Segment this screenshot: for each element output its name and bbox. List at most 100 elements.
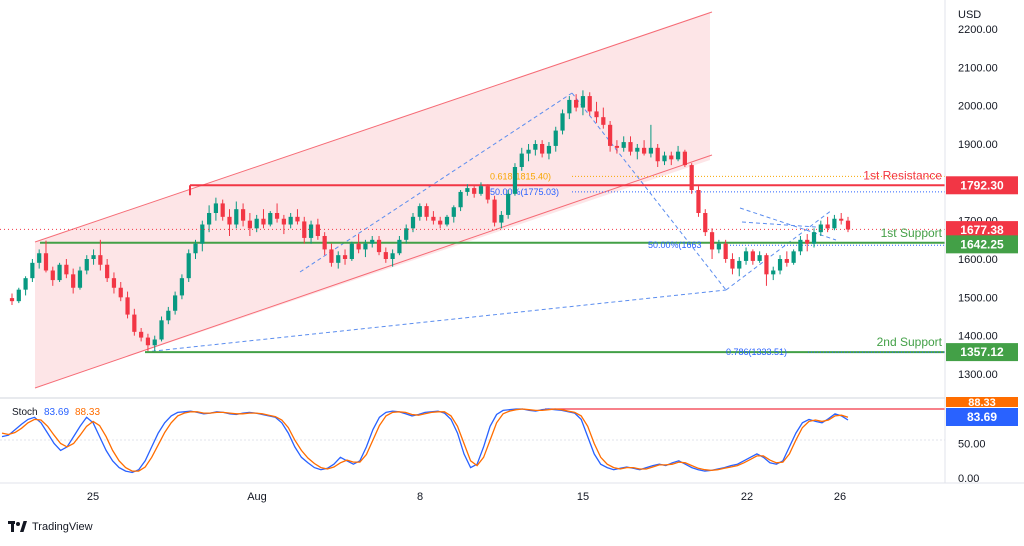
candle-body (533, 144, 538, 150)
candle-body (9, 298, 15, 302)
candle-body (669, 155, 674, 160)
stoch-d-legend: 88.33 (75, 407, 100, 418)
price-badge (946, 176, 1018, 195)
stoch-tick-label: 0.00 (958, 473, 979, 485)
candle-body (546, 145, 552, 154)
candle-body (356, 243, 361, 250)
fib-levels[interactable]: 0.618(1815.40) 50.00%(1775.03) 50.00%(1663… (490, 171, 945, 357)
level-annotation: 1st Resistance (863, 168, 942, 182)
candle-body (336, 255, 341, 263)
price-axis[interactable]: 2200.002100.002000.001900.001800.001700.… (958, 24, 998, 381)
candle-body (71, 274, 76, 288)
time-tick-label: 15 (577, 491, 589, 503)
candle-body (750, 251, 755, 261)
candlesticks[interactable] (0, 90, 945, 351)
candle-body (193, 243, 198, 254)
candle-body (152, 339, 157, 346)
candle-body (37, 253, 42, 263)
candle-body (200, 224, 205, 244)
candle-body (261, 218, 266, 225)
candle-body (540, 144, 545, 154)
candle-body (709, 232, 715, 250)
candle-body (363, 243, 368, 250)
price-tick-label: 1900.00 (958, 139, 998, 151)
candle-body (648, 147, 654, 154)
price-badge (946, 343, 1018, 362)
stoch-k-legend: 83.69 (44, 407, 69, 418)
candle-body (764, 255, 769, 275)
candle-body (431, 216, 436, 221)
candle-body (84, 259, 89, 271)
candle-body (281, 218, 286, 225)
candle-body (247, 220, 252, 229)
candle-body (438, 220, 443, 225)
price-axis-currency: USD (958, 9, 981, 21)
price-badge (946, 235, 1018, 254)
stochastic-pane[interactable]: Stoch 83.69 88.33 (0, 407, 945, 474)
price-tick-label: 2200.00 (958, 24, 998, 36)
candle-body (614, 145, 620, 148)
candle-body (186, 253, 191, 279)
price-badge-label: 1677.38 (960, 223, 1004, 237)
candle-body (268, 213, 273, 225)
candle-body (424, 206, 429, 217)
price-badge-label: 1642.25 (960, 237, 1004, 251)
tradingview-logo[interactable]: TradingView (8, 519, 93, 535)
candle-body (811, 232, 817, 244)
candle-body (451, 207, 456, 217)
candle-body (730, 259, 735, 269)
candle-body (703, 213, 708, 233)
stoch-k-badge-label: 83.69 (967, 410, 997, 424)
candle-body (132, 314, 137, 332)
tradingview-logo-text: TradingView (32, 521, 93, 533)
candle-body (91, 255, 96, 259)
candle-body (560, 113, 565, 131)
level-annotation: 1st Support (881, 226, 943, 240)
candle-body (682, 151, 687, 166)
stoch-d-badge (946, 397, 1018, 407)
candle-body (777, 259, 783, 271)
price-badge-label: 1357.12 (960, 345, 1004, 359)
fibonacci-drawings[interactable] (144, 92, 837, 353)
candle-body (472, 188, 477, 194)
candle-body (567, 99, 572, 114)
fib-level-label: 50.00%(1775.03) (490, 187, 559, 197)
candle-body (716, 243, 721, 250)
candle-body (784, 259, 789, 263)
candle-body (404, 228, 409, 240)
stoch-d-line (1, 408, 849, 472)
candle-body (662, 155, 667, 162)
candle-body (594, 111, 599, 118)
stoch-k-badge (946, 408, 1018, 426)
price-badge-label: 1792.30 (960, 178, 1004, 192)
candle-body (342, 255, 348, 259)
candle-body (845, 220, 851, 230)
candle-body (329, 249, 334, 263)
candle-body (492, 199, 497, 223)
fib-swing-line-up (299, 92, 573, 273)
candle-body (111, 278, 117, 288)
candle-body (308, 224, 314, 238)
candle-body (723, 243, 728, 259)
candle-body (57, 264, 62, 281)
stoch-axis[interactable]: 50.00 0.00 (958, 439, 986, 486)
stoch-d-badge-label: 88.33 (968, 397, 996, 409)
candle-body (798, 239, 803, 252)
time-tick-label: Aug (247, 491, 267, 503)
candle-body (587, 96, 592, 112)
candle-body (506, 193, 511, 215)
candle-body (274, 213, 280, 219)
time-tick-label: 25 (87, 491, 99, 503)
candle-body (23, 278, 28, 290)
candle-body (173, 295, 178, 311)
time-axis[interactable]: 25 Aug 8 15 22 26 (87, 491, 846, 503)
candle-body (315, 224, 320, 236)
candle-body (118, 287, 123, 298)
candle-body (50, 270, 55, 281)
candle-body (485, 186, 490, 200)
candle-body (179, 278, 185, 296)
candle-body (628, 142, 633, 152)
